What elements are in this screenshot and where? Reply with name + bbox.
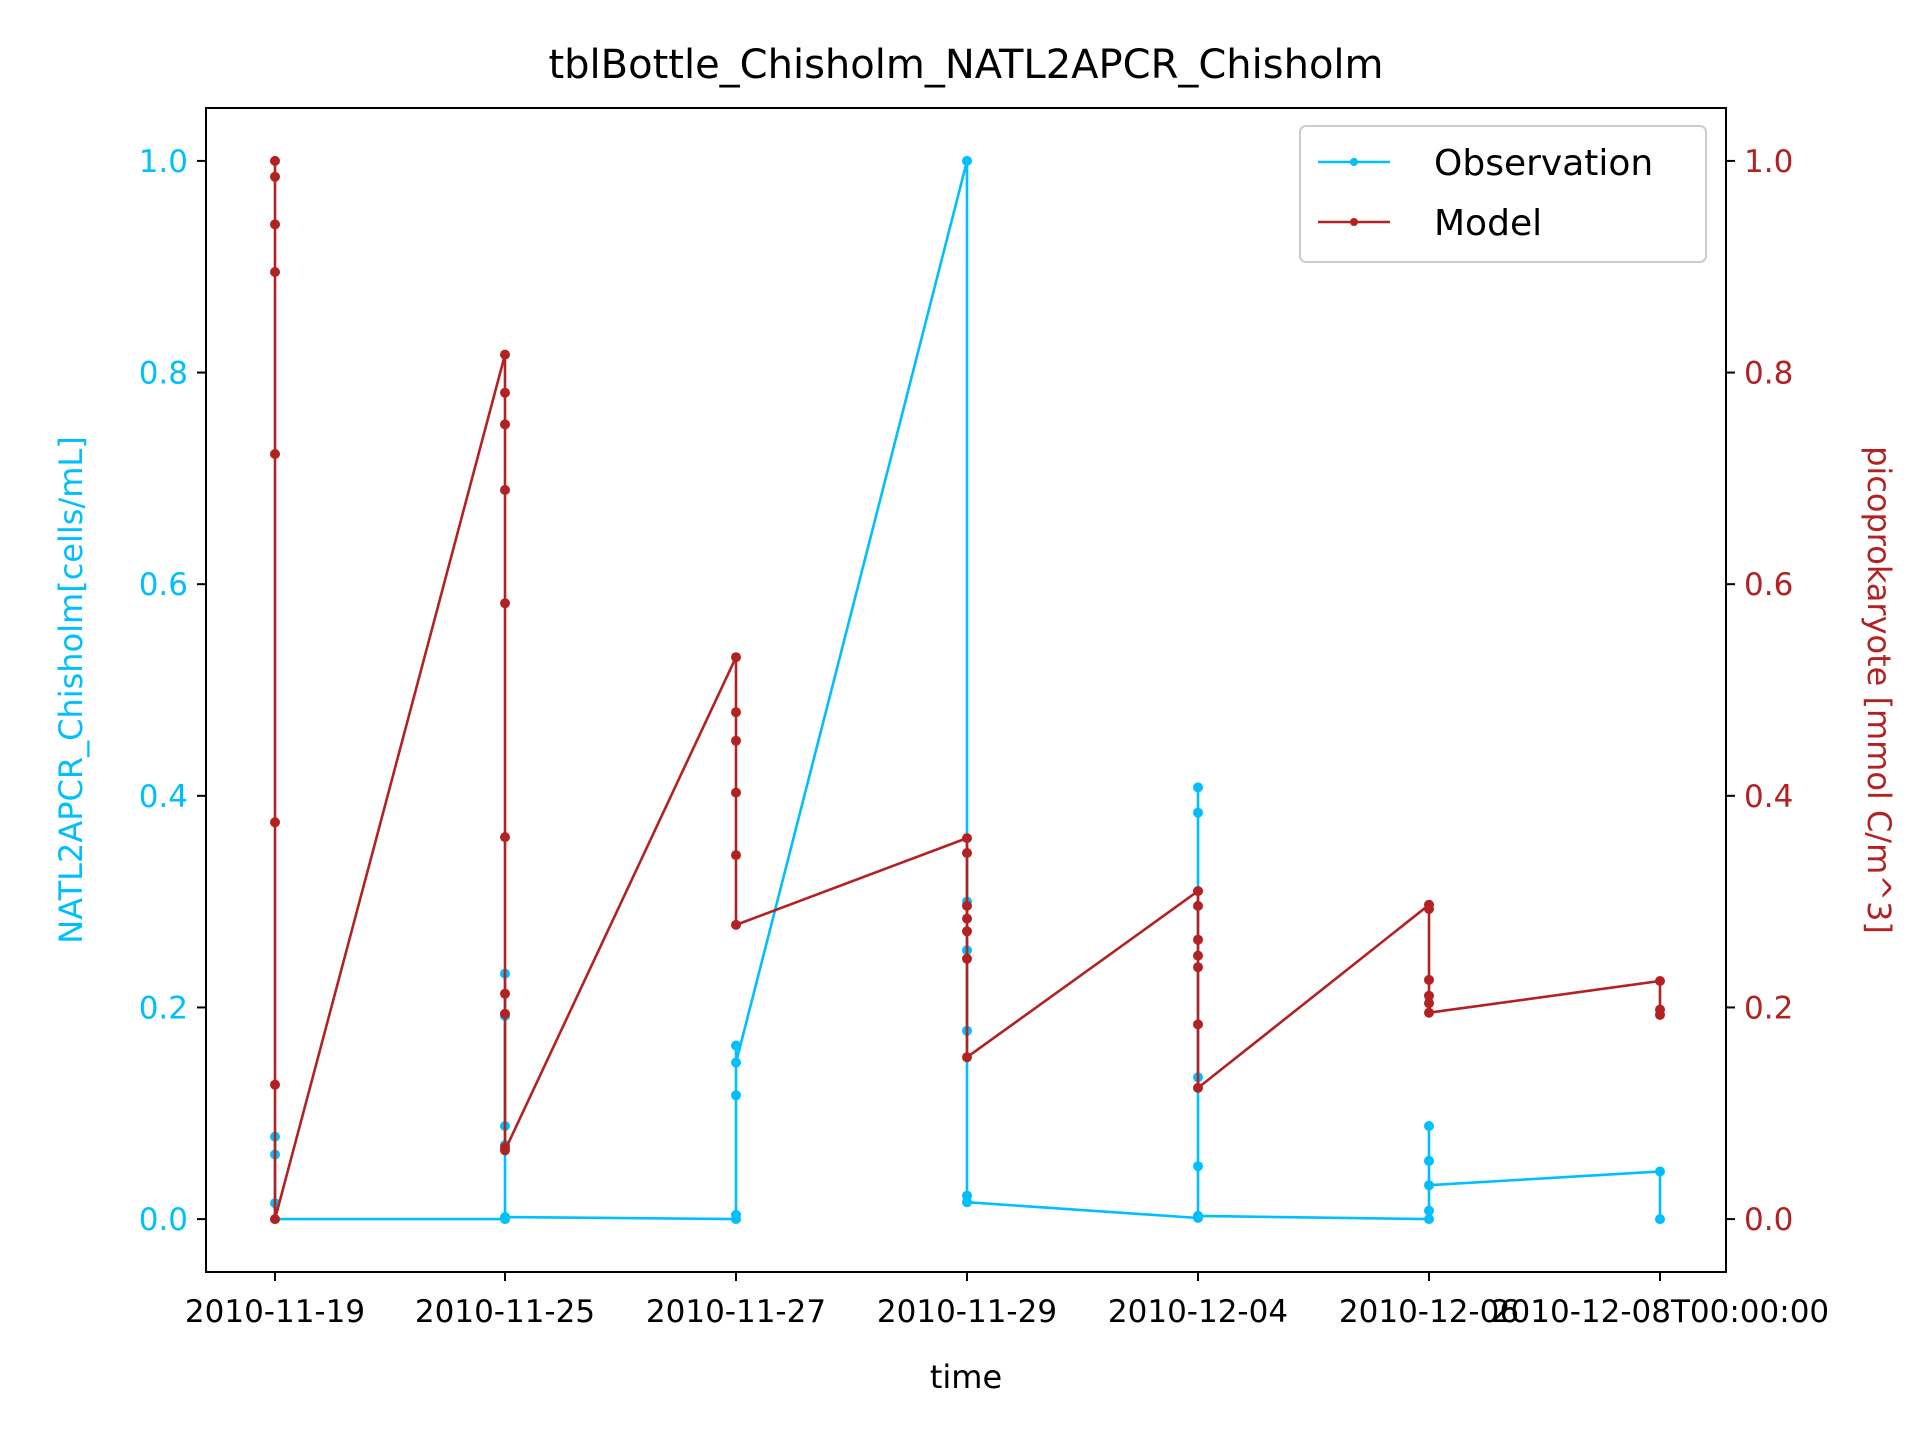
legend-model-label: Model xyxy=(1434,203,1542,244)
model-point xyxy=(962,1052,972,1063)
x-tick-label: 2010-11-27 xyxy=(646,1294,826,1330)
observation-point xyxy=(1655,1166,1665,1177)
legend: Observation Model xyxy=(1299,125,1707,263)
observation-point xyxy=(1193,1210,1203,1221)
series-layer xyxy=(270,155,1665,1225)
model-point xyxy=(500,387,510,398)
observation-point xyxy=(1424,1155,1434,1166)
model-point xyxy=(1193,900,1203,911)
model-point xyxy=(1424,990,1434,1001)
legend-model-marker xyxy=(1350,218,1358,226)
y-left-tick-label: 1.0 xyxy=(139,144,188,180)
observation-point xyxy=(1424,1121,1434,1131)
model-point xyxy=(500,1008,510,1019)
model-point xyxy=(270,449,280,459)
observation-point xyxy=(731,1209,741,1220)
observation-point xyxy=(731,1090,741,1101)
legend-box xyxy=(1299,125,1707,263)
model-point xyxy=(731,787,741,798)
y-left-tick-label: 0.2 xyxy=(139,990,188,1026)
y-left-tick-label: 0.4 xyxy=(139,779,188,815)
chart-title: tblBottle_Chisholm_NATL2APCR_Chisholm xyxy=(548,42,1383,88)
y-right-tick-label: 0.0 xyxy=(1744,1202,1793,1238)
model-point xyxy=(1424,974,1434,985)
model-point xyxy=(731,652,741,663)
observation-point xyxy=(962,1197,972,1208)
y-axis-left: 0.0 0.2 0.4 0.6 0.8 1.0 xyxy=(139,144,206,1238)
model-point xyxy=(1655,1009,1665,1020)
y-right-tick-label: 0.6 xyxy=(1744,567,1793,603)
model-point xyxy=(1193,950,1203,961)
model-point xyxy=(1193,934,1203,945)
x-tick-label: 2010-11-29 xyxy=(877,1294,1057,1330)
observation-point xyxy=(500,1212,510,1222)
model-point xyxy=(731,735,741,746)
model-point xyxy=(270,1214,280,1225)
model-point xyxy=(962,848,972,858)
x-axis: 2010-11-19 2010-11-25 2010-11-27 2010-11-29… xyxy=(185,1272,1829,1330)
observation-point xyxy=(1193,782,1203,793)
x-tick-label: 2010-12-04 xyxy=(1108,1294,1288,1330)
model-point xyxy=(270,1079,280,1090)
model-point xyxy=(731,919,741,930)
model-point xyxy=(270,267,280,277)
x-tick-label: 2010-12-06 xyxy=(1339,1294,1519,1330)
x-tick-label: 2010-11-19 xyxy=(185,1294,365,1330)
y-left-tick-label: 0.0 xyxy=(139,1202,188,1238)
model-point xyxy=(270,219,280,230)
observation-point xyxy=(1424,1180,1434,1191)
model-point xyxy=(1424,1007,1434,1018)
y-left-tick-label: 0.8 xyxy=(139,356,188,392)
model-point xyxy=(1193,1082,1203,1093)
model-point xyxy=(962,833,972,844)
model-point xyxy=(270,817,280,828)
model-point xyxy=(731,850,741,861)
model-point xyxy=(500,485,510,495)
model-point xyxy=(1424,998,1434,1009)
model-point xyxy=(500,349,510,360)
y-right-tick-label: 0.2 xyxy=(1744,990,1793,1026)
observation-point xyxy=(731,1040,741,1051)
x-axis-title: time xyxy=(930,1358,1002,1396)
y-right-tick-label: 1.0 xyxy=(1744,144,1793,180)
model-point xyxy=(500,988,510,999)
model-point xyxy=(962,913,972,924)
model-point xyxy=(500,1145,510,1156)
model-point xyxy=(1424,904,1434,914)
model-point xyxy=(962,900,972,911)
x-tick-label: 2010-11-25 xyxy=(415,1294,595,1330)
model-point xyxy=(1193,1019,1203,1030)
model-point xyxy=(270,171,280,182)
model-point xyxy=(500,419,510,430)
model-point xyxy=(270,155,280,166)
y-right-tick-label: 0.8 xyxy=(1744,356,1793,392)
model-point xyxy=(500,832,510,843)
model-point xyxy=(962,953,972,964)
x-tick-label: 2010-12-08T00:00:00 xyxy=(1491,1294,1829,1330)
observation-point xyxy=(1424,1214,1434,1225)
y-axis-right: 0.0 0.2 0.4 0.6 0.8 1.0 xyxy=(1726,144,1793,1238)
model-point xyxy=(500,598,510,609)
model-point xyxy=(1655,976,1665,986)
model-point xyxy=(731,707,741,718)
observation-point xyxy=(962,155,972,166)
y-right-tick-label: 0.4 xyxy=(1744,779,1793,815)
legend-observation-marker xyxy=(1350,158,1358,166)
model-point xyxy=(962,926,972,937)
observation-point xyxy=(1424,1205,1434,1216)
legend-observation-label: Observation xyxy=(1434,143,1653,184)
y-axis-right-title: picoprokaryote [mmol C/m^3] xyxy=(1860,446,1898,934)
observation-point xyxy=(1193,1161,1203,1172)
model-point xyxy=(1193,886,1203,897)
observation-point xyxy=(1655,1214,1665,1225)
observation-point xyxy=(731,1057,741,1068)
model-point xyxy=(1193,962,1203,973)
y-axis-left-title: NATL2APCR_Chisholm[cells/mL] xyxy=(52,436,90,943)
y-left-tick-label: 0.6 xyxy=(139,567,188,603)
observation-point xyxy=(1193,807,1203,818)
